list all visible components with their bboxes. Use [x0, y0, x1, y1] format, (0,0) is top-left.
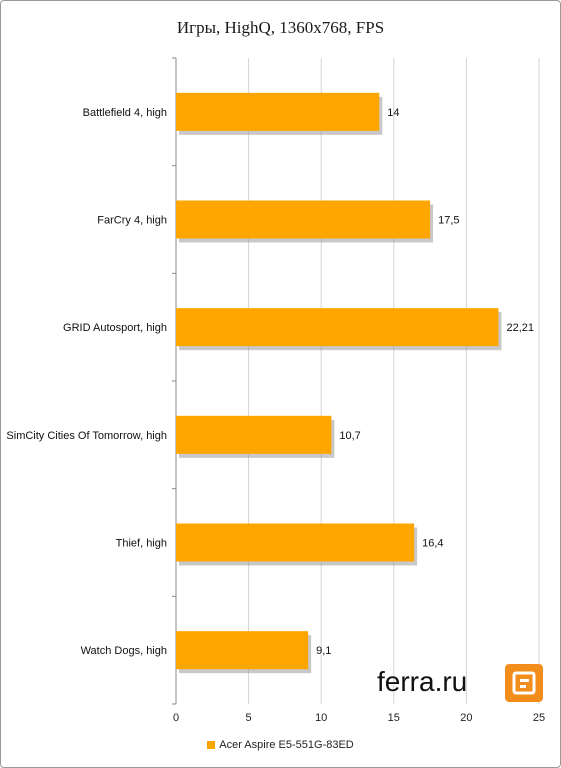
- data-label: 22,21: [506, 322, 534, 334]
- category-label: Battlefield 4, high: [83, 107, 167, 119]
- bar: [176, 415, 332, 454]
- bar-layer: [176, 92, 502, 674]
- category-label: FarCry 4, high: [97, 215, 167, 227]
- chart-title: Игры, HighQ, 1360x768, FPS: [176, 18, 385, 37]
- x-tick-label: 15: [388, 712, 400, 724]
- watermark-text: ferra.ru: [377, 666, 468, 697]
- legend-label: Acer Aspire E5-551G-83ED: [219, 739, 354, 751]
- bar: [176, 200, 431, 239]
- chart-legend: Acer Aspire E5-551G-83ED: [0, 739, 561, 751]
- grid-layer: [248, 58, 540, 704]
- axis-layer: [172, 57, 177, 705]
- data-label: 17,5: [438, 215, 459, 227]
- label-layer: 0 5 10 15 20 25 14 Battlefield 4, high 17,5 FarCr…: [6, 107, 545, 724]
- x-tick-label: 25: [533, 712, 545, 724]
- x-tick-label: 20: [460, 712, 472, 724]
- category-label: Watch Dogs, high: [81, 645, 167, 657]
- x-tick-label: 10: [315, 712, 327, 724]
- data-label: 14: [387, 107, 399, 119]
- x-tick-label: 0: [173, 712, 179, 724]
- category-label: Thief, high: [116, 538, 167, 550]
- x-tick-label: 5: [246, 712, 252, 724]
- data-label: 10,7: [339, 430, 360, 442]
- category-label: GRID Autosport, high: [63, 322, 167, 334]
- bar: [176, 523, 415, 562]
- ferra-logo-icon: [505, 664, 543, 702]
- legend-swatch: [207, 741, 216, 750]
- data-label: 16,4: [422, 538, 443, 550]
- bar: [176, 92, 380, 131]
- category-label: SimCity Cities Of Tomorrow, high: [6, 430, 167, 442]
- bar: [176, 308, 499, 347]
- bar: [176, 631, 309, 670]
- data-label: 9,1: [316, 645, 331, 657]
